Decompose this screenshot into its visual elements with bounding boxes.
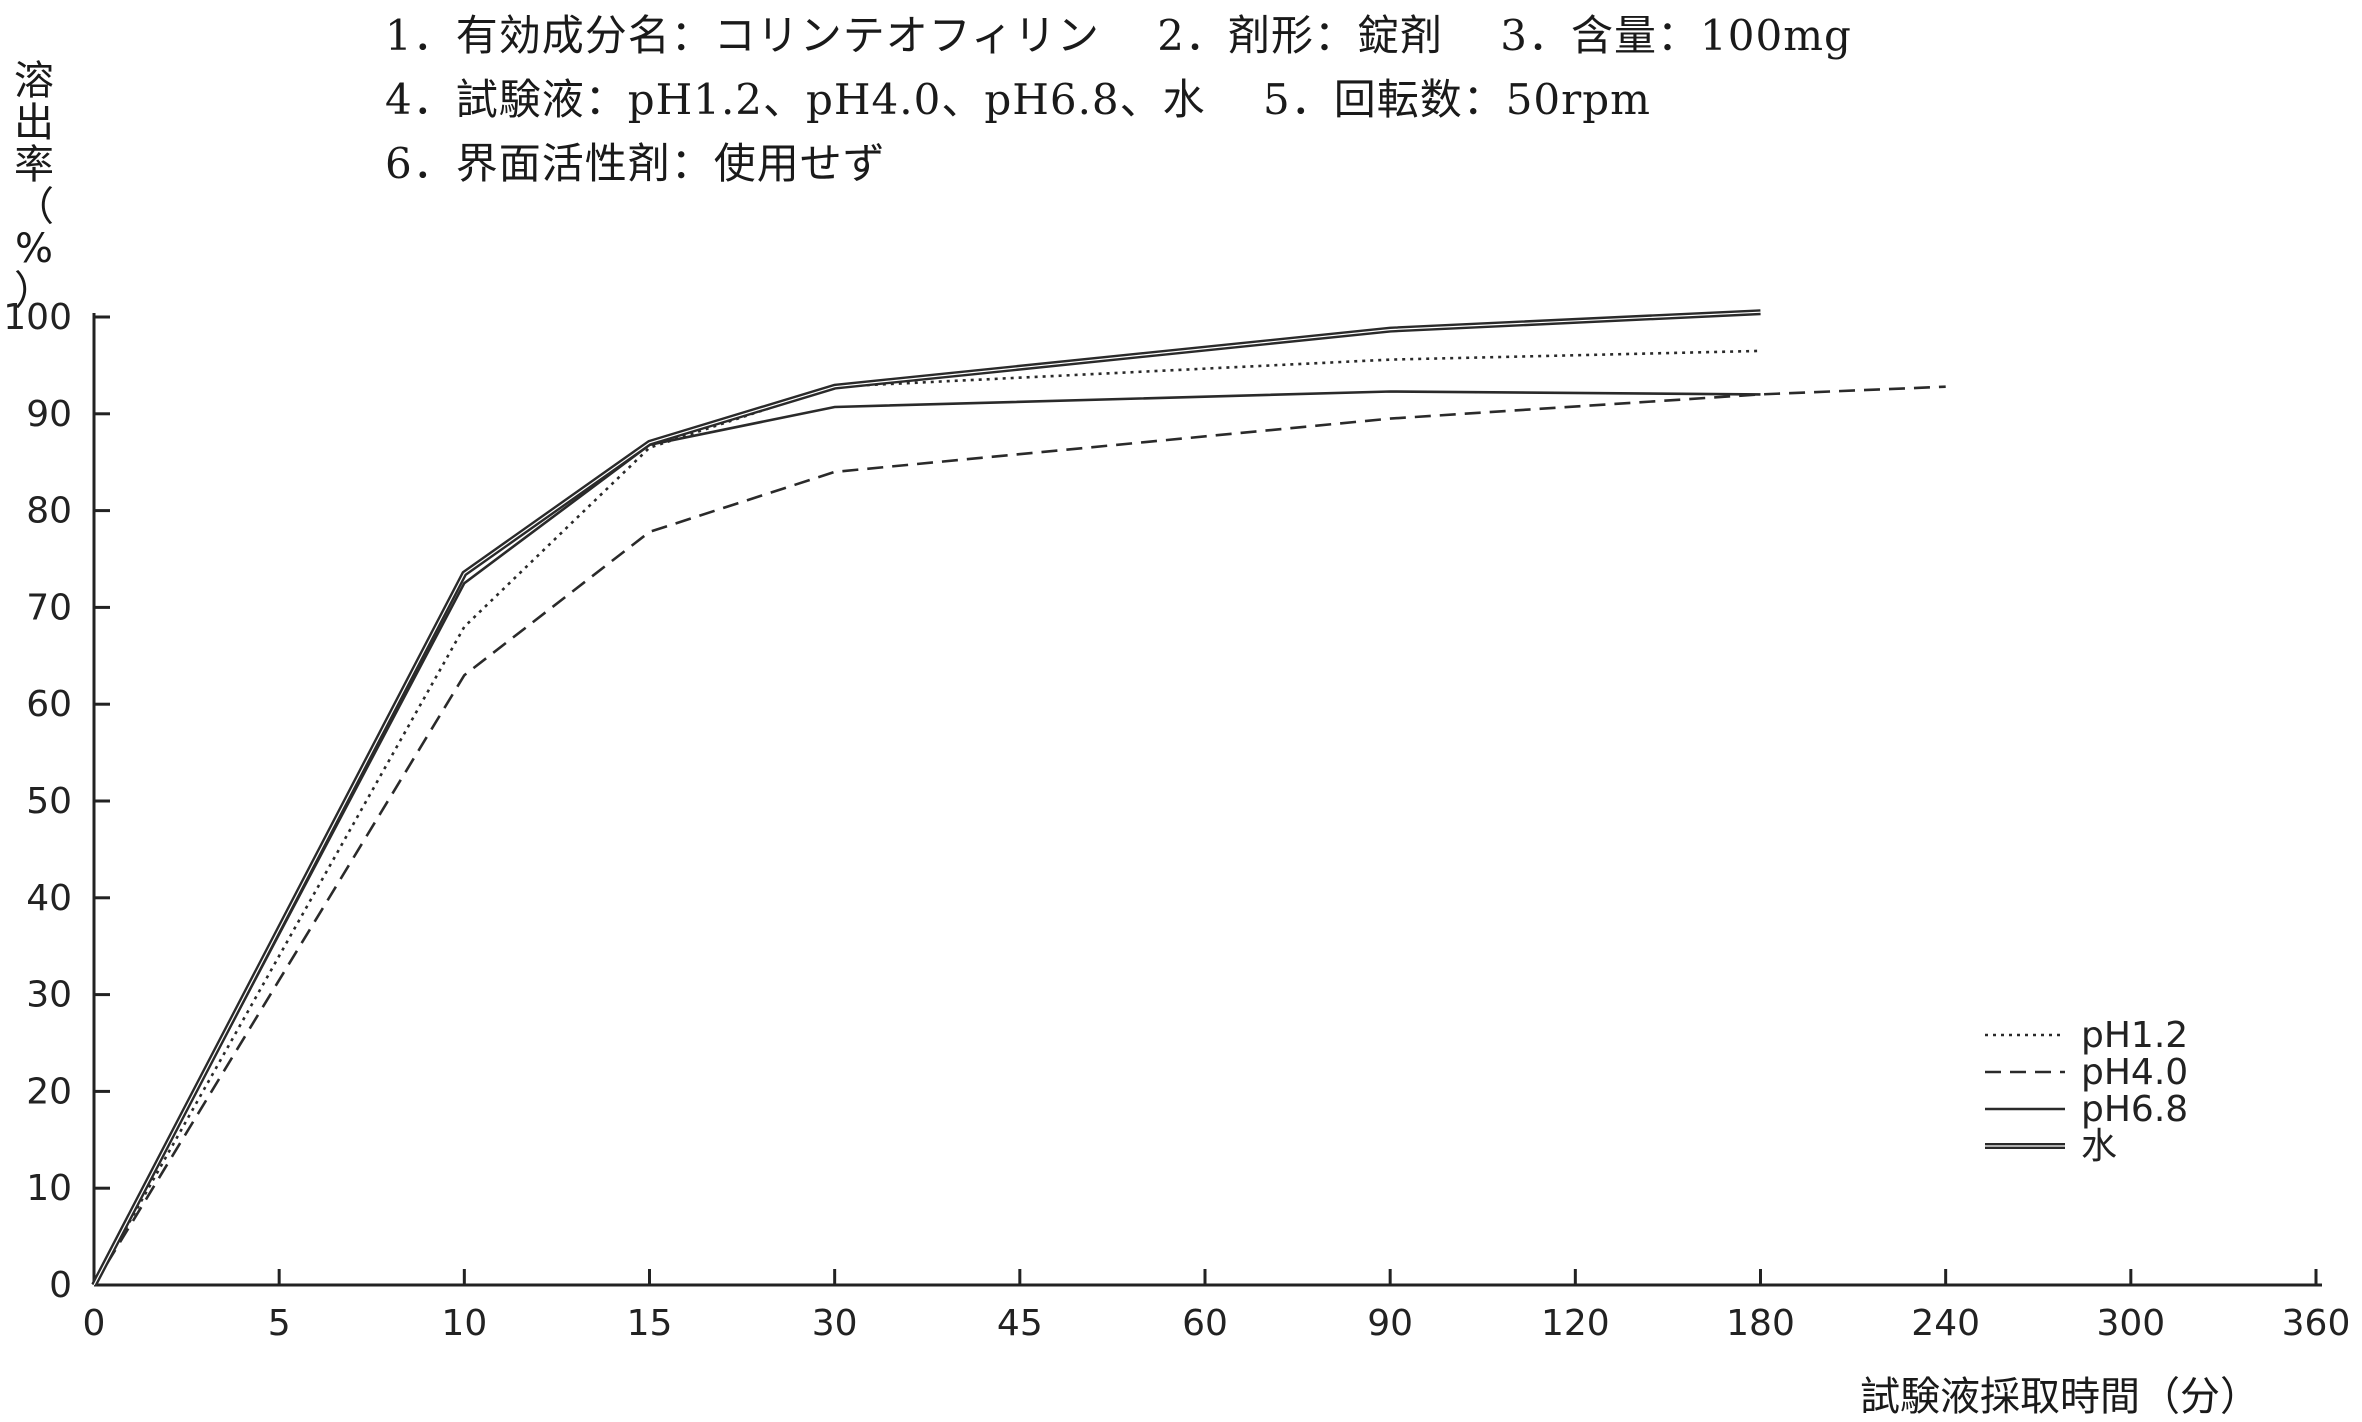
y-axis-label-char: ） (14, 268, 54, 314)
series-ph68-line (92, 390, 1761, 1286)
x-tick-label: 10 (441, 1303, 487, 1344)
legend-water-label: 水 (2081, 1126, 2117, 1167)
x-tick-label: 5 (268, 1303, 291, 1344)
y-axis-label-char: 出 (14, 100, 54, 146)
y-tick-label: 80 (26, 491, 72, 532)
x-tick-label: 240 (1911, 1303, 1980, 1344)
x-tick-label: 45 (997, 1303, 1043, 1344)
y-tick-label: 10 (26, 1168, 72, 1209)
y-tick-label: 60 (26, 684, 72, 725)
legend-ph12-label: pH1.2 (2081, 1015, 2188, 1056)
y-tick-label: 50 (26, 781, 72, 822)
y-tick-label: 90 (26, 394, 72, 435)
y-axis-label: 溶 出 率 （ % ） (8, 60, 60, 312)
series-water-line-inner (93, 311, 1761, 1286)
y-tick-label: 100 (3, 297, 72, 338)
y-tick-label: 40 (26, 878, 72, 919)
x-tick-label: 30 (812, 1303, 858, 1344)
y-axis-label-char: 率 (14, 142, 54, 188)
y-tick-label: 30 (26, 975, 72, 1016)
x-tick-label: 60 (1182, 1303, 1228, 1344)
y-axis-label-char: 溶 (14, 58, 54, 104)
y-axis-label-char: % (14, 226, 53, 272)
legend-ph68-label: pH6.8 (2081, 1089, 2188, 1130)
series-water-line (91, 309, 1761, 1287)
y-axis-label-char: （ (14, 184, 54, 230)
y-tick-label: 0 (49, 1265, 72, 1306)
legend-ph40-label: pH4.0 (2081, 1052, 2188, 1093)
chart-title-line-3: 6．界面活性剤：使用せず (385, 139, 886, 188)
x-tick-label: 120 (1541, 1303, 1610, 1344)
y-tick-label: 20 (26, 1071, 72, 1112)
x-tick-label: 180 (1726, 1303, 1795, 1344)
x-tick-label: 360 (2282, 1303, 2351, 1344)
x-tick-label: 90 (1367, 1303, 1413, 1344)
chart-title-line-1: 1．有効成分名：コリンテオフィリン 2．剤形：錠剤 3．含量：100mg (385, 11, 1852, 60)
y-tick-label: 70 (26, 587, 72, 628)
x-tick-label: 300 (2096, 1303, 2165, 1344)
x-tick-label: 0 (83, 1303, 106, 1344)
x-axis-label: 試験液採取時間（分） (1860, 1374, 2260, 1420)
x-tick-label: 15 (627, 1303, 673, 1344)
series-ph40-line (92, 385, 1946, 1286)
series-ph12-line (92, 349, 1761, 1286)
chart-title-line-2: 4．試験液：pH1.2、pH4.0、pH6.8、水 5．回転数：50rpm (385, 75, 1651, 124)
